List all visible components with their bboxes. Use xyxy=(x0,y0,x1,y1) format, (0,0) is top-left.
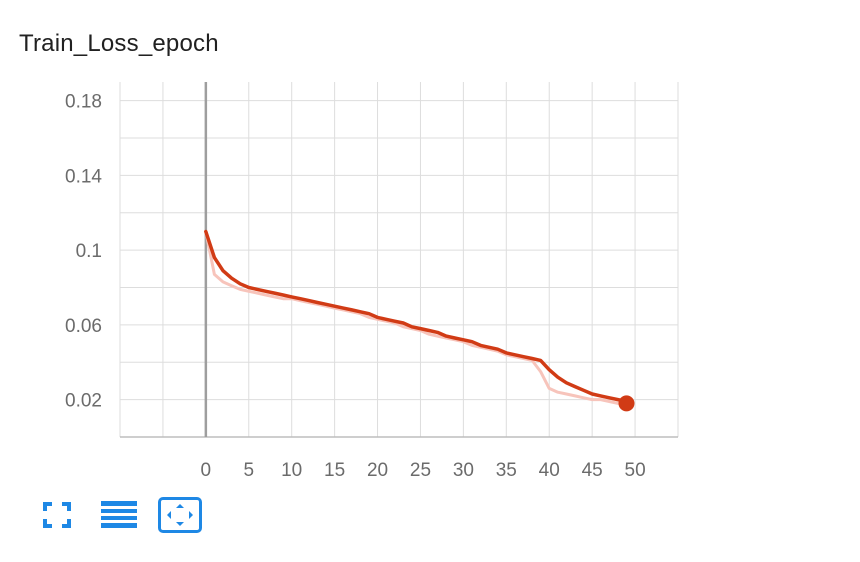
line-chart[interactable]: 0.02 0.06 0.1 0.14 0.18 0 5 10 15 20 25 30 35 40 45 50 xyxy=(0,0,860,490)
x-tick-label: 5 xyxy=(243,460,254,481)
fullscreen-button[interactable] xyxy=(36,496,78,534)
x-tick-label: 0 xyxy=(201,460,212,481)
x-tick-label: 50 xyxy=(625,460,646,481)
data-table-button[interactable] xyxy=(98,496,140,534)
series-line-raw xyxy=(204,231,627,405)
y-tick-label: 0.06 xyxy=(65,316,102,337)
y-tick-label: 0.18 xyxy=(65,92,102,113)
x-tick-label: 20 xyxy=(367,460,388,481)
x-tick-label: 35 xyxy=(496,460,517,481)
axes xyxy=(120,82,678,438)
chart-title: Train_Loss_epoch xyxy=(19,30,219,57)
fit-domain-icon xyxy=(167,504,193,526)
data-table-icon xyxy=(101,501,137,528)
x-tick-label: 40 xyxy=(539,460,560,481)
x-axis-ticks: 0 5 10 15 20 25 30 35 40 45 50 xyxy=(201,460,646,481)
y-axis-ticks: 0.02 0.06 0.1 0.14 0.18 xyxy=(65,92,102,412)
x-tick-label: 25 xyxy=(410,460,431,481)
x-tick-label: 30 xyxy=(453,460,474,481)
y-tick-label: 0.02 xyxy=(65,391,102,412)
x-tick-label: 15 xyxy=(324,460,345,481)
x-tick-label: 10 xyxy=(281,460,302,481)
grid xyxy=(119,82,679,437)
x-tick-label: 45 xyxy=(582,460,603,481)
series-line-smoothed xyxy=(204,229,629,404)
chart-toolbar xyxy=(36,496,222,534)
y-tick-label: 0.14 xyxy=(65,166,102,187)
last-point-marker xyxy=(618,395,635,412)
fit-domain-button[interactable] xyxy=(158,497,202,533)
y-tick-label: 0.1 xyxy=(76,241,102,262)
series-layer xyxy=(204,229,635,412)
fullscreen-icon xyxy=(43,502,71,528)
